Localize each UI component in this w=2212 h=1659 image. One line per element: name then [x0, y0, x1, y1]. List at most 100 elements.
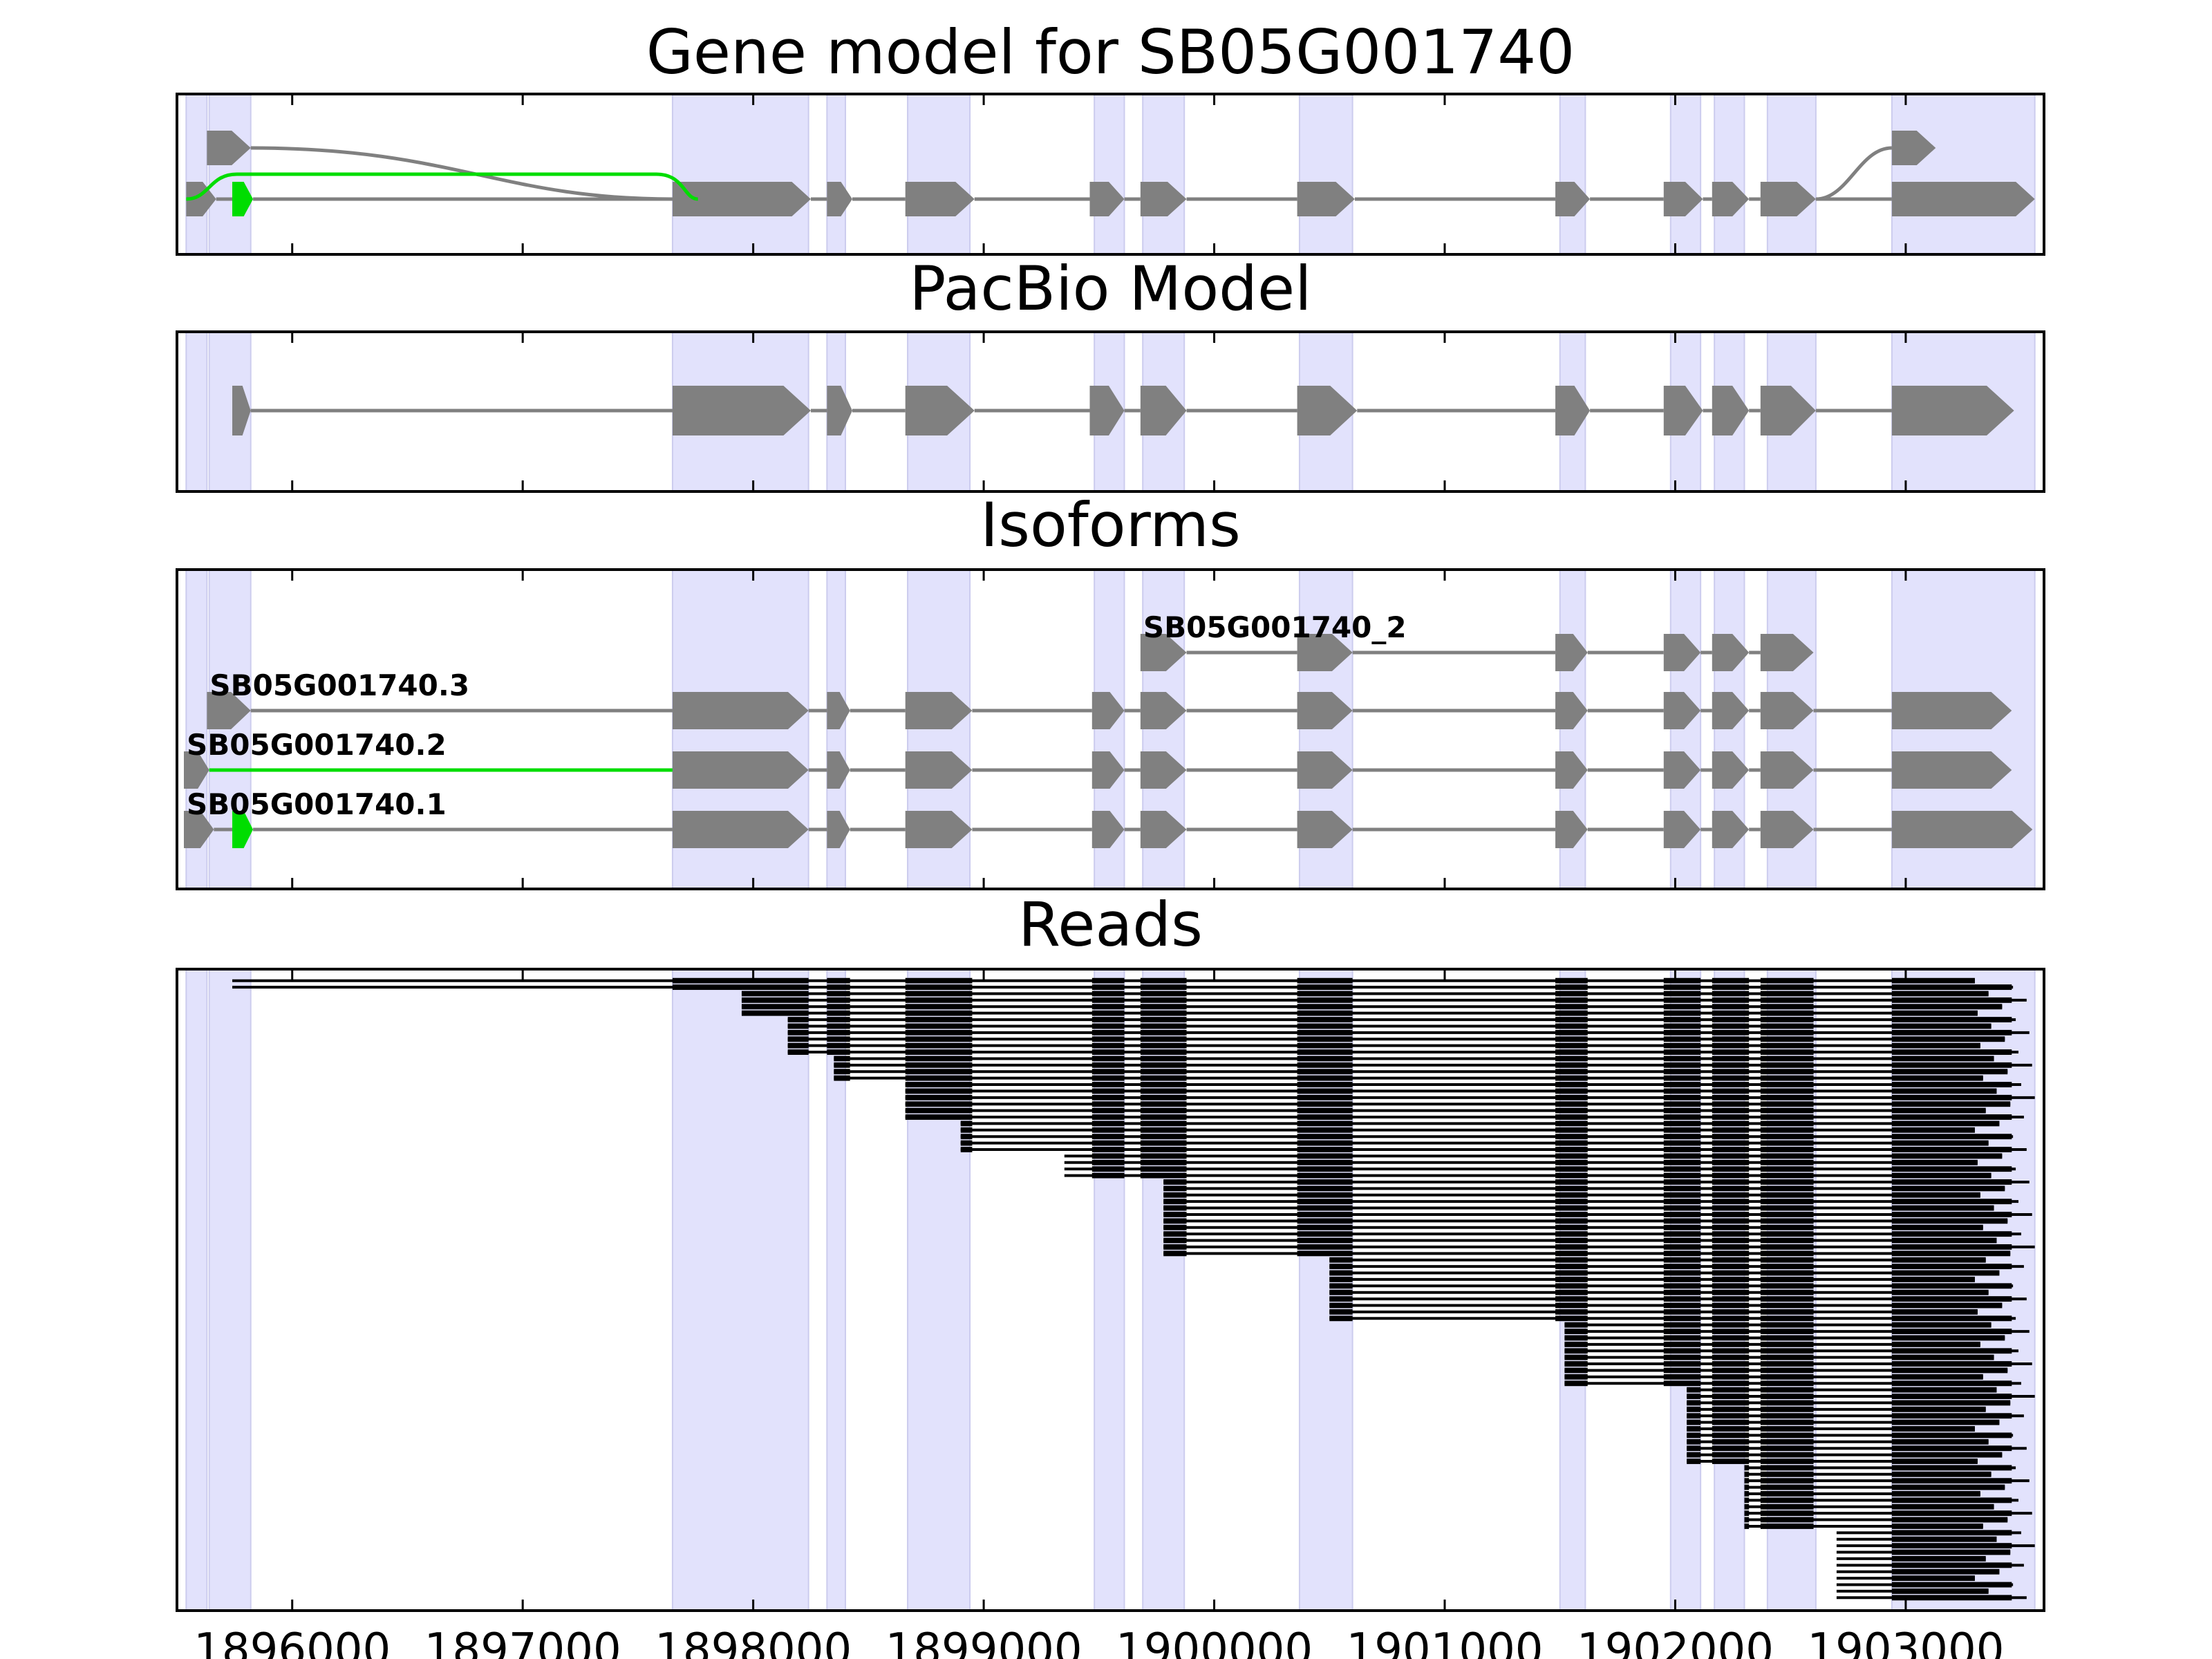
- read-block: [1140, 1101, 1187, 1107]
- read-block: [827, 1004, 850, 1010]
- read-block: [1091, 1075, 1125, 1081]
- read-block: [905, 1082, 973, 1087]
- read-block: [1891, 1166, 2012, 1172]
- read-block: [1891, 1543, 2012, 1549]
- read: [1163, 1218, 2008, 1224]
- panel-2: PacBio Model: [176, 253, 2045, 493]
- read-block: [1760, 1283, 1814, 1289]
- read-block: [1891, 1322, 1991, 1328]
- read: [1836, 1575, 1975, 1582]
- read-block: [1091, 1107, 1125, 1114]
- read-block: [1760, 1361, 1814, 1367]
- read-block: [1891, 1250, 2011, 1257]
- read: [960, 1121, 2000, 1127]
- read-block: [905, 1023, 973, 1029]
- read: [1329, 1276, 1975, 1282]
- read-block: [1687, 1419, 1701, 1425]
- read-block: [1329, 1257, 1353, 1263]
- read-block: [1163, 1185, 1187, 1192]
- read-block: [1564, 1335, 1588, 1341]
- read-block: [1891, 1555, 1986, 1562]
- gene-model-exon: [1089, 182, 1125, 216]
- read-block: [1091, 1094, 1125, 1100]
- read: [1687, 1426, 1975, 1432]
- read-block: [1297, 1049, 1353, 1055]
- read-block: [1891, 1153, 2003, 1159]
- isoform-exon: [1555, 692, 1588, 729]
- read-block: [1140, 1140, 1187, 1146]
- read-block: [1555, 1069, 1588, 1075]
- read-block: [834, 1075, 850, 1081]
- read-block: [1744, 1471, 1750, 1477]
- alt-intron-curve: [1815, 146, 1893, 201]
- read-block: [1564, 1361, 1588, 1367]
- read-block: [1760, 1199, 1814, 1205]
- read-block: [1760, 1166, 1814, 1172]
- read: [834, 1056, 1994, 1062]
- x-tick-label: 1898000: [655, 1624, 852, 1659]
- read-block: [1891, 1231, 2012, 1237]
- read: [1064, 1172, 1991, 1179]
- read-block: [1555, 1257, 1588, 1263]
- pacbio-model-exon: [1891, 386, 2014, 435]
- read-block: [1663, 1348, 1701, 1354]
- read-block: [1687, 1400, 1701, 1406]
- read-block: [1663, 1212, 1701, 1217]
- read-block: [1891, 1426, 1975, 1432]
- read-block: [1760, 1185, 1814, 1192]
- read-block: [1891, 1075, 1983, 1081]
- read-block: [1760, 1524, 1814, 1529]
- read-block: [1760, 1432, 1814, 1438]
- read: [1687, 1387, 1997, 1393]
- read-block: [1760, 1335, 1814, 1341]
- read-block: [1712, 1004, 1750, 1010]
- isoform-exon: [1760, 692, 1814, 729]
- read: [905, 1094, 2035, 1100]
- read-block: [960, 1121, 973, 1127]
- read-block: [1891, 1101, 2011, 1107]
- read-block: [1297, 1004, 1353, 1010]
- read-block: [672, 984, 809, 991]
- read-block: [1555, 1056, 1588, 1062]
- read: [232, 977, 1975, 984]
- read-block: [905, 1029, 973, 1035]
- read-block: [1297, 1114, 1353, 1120]
- read: [1687, 1432, 2014, 1438]
- read-block: [1891, 1062, 2012, 1068]
- read-block: [1663, 984, 1701, 991]
- read-block: [1712, 1406, 1750, 1412]
- read-block: [1891, 1036, 2005, 1042]
- read-block: [1712, 1082, 1750, 1087]
- read: [1744, 1503, 1994, 1510]
- read: [834, 1062, 2032, 1068]
- read-block: [1555, 1088, 1588, 1094]
- read-block: [1891, 1140, 1989, 1146]
- read-block: [1555, 1276, 1588, 1282]
- read: [787, 1042, 1980, 1049]
- exon-region-shade: [671, 93, 809, 255]
- read-block: [1891, 1503, 1994, 1510]
- read-block: [905, 977, 973, 984]
- read-block: [1712, 1166, 1750, 1172]
- read-block: [1891, 1042, 1980, 1049]
- read-block: [1663, 1029, 1701, 1035]
- read-block: [1760, 1426, 1814, 1432]
- read-block: [1663, 1192, 1701, 1198]
- read-block: [1555, 1205, 1588, 1211]
- read-block: [1760, 1062, 1814, 1068]
- read-block: [1891, 1394, 2012, 1399]
- read-block: [1891, 1549, 2011, 1555]
- read-block: [1663, 1244, 1701, 1250]
- read: [960, 1134, 2014, 1140]
- read-block: [1663, 1315, 1701, 1322]
- isoform-exon: [905, 692, 973, 729]
- read-block: [1891, 1413, 2012, 1419]
- read-block: [1555, 1140, 1588, 1146]
- exon-region-shade: [907, 93, 971, 255]
- read-block: [1163, 1192, 1187, 1198]
- read: [1836, 1530, 2021, 1536]
- read-block: [1555, 1179, 1588, 1185]
- read: [960, 1140, 1989, 1146]
- read-block: [1712, 1205, 1750, 1211]
- read-block: [1760, 1387, 1814, 1393]
